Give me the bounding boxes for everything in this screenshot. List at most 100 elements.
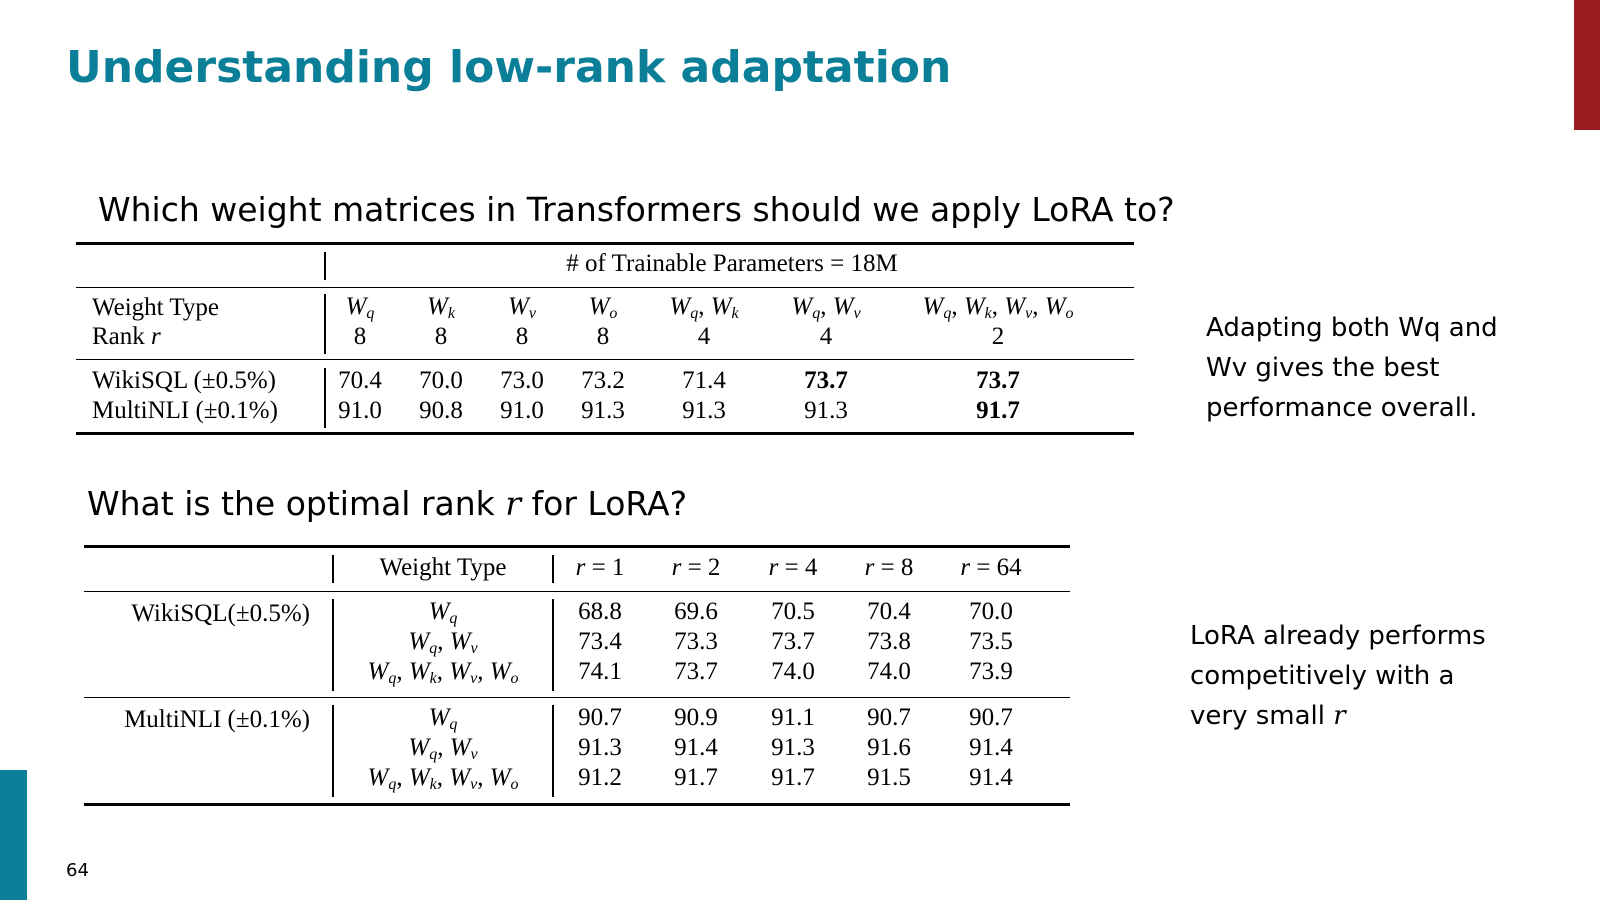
column-rank: 4: [697, 323, 711, 350]
table-cell: 73.4: [578, 628, 622, 655]
weight-type-cell: Wq, Wv: [408, 734, 478, 763]
table-cell: 69.6: [674, 598, 718, 625]
weight-type-cell: Wq: [428, 598, 458, 627]
table-cell: 91.4: [969, 764, 1013, 791]
table-cell: 73.0: [500, 367, 544, 394]
table-cell: 91.4: [674, 734, 718, 761]
column-weight-type: Wq, Wk: [669, 293, 739, 322]
table-cell: 91.5: [867, 764, 911, 791]
table-rule: [76, 287, 1134, 288]
table-cell: 90.7: [578, 704, 622, 731]
table-cell: 73.9: [969, 658, 1013, 685]
column-weight-type: Wo: [588, 293, 618, 322]
table-cell: 90.7: [867, 704, 911, 731]
table-divider: [332, 705, 334, 797]
table-cell: 73.3: [674, 628, 718, 655]
table-rule: [84, 803, 1070, 806]
accent-bar-top: [1574, 0, 1600, 130]
table-cell: 68.8: [578, 598, 622, 625]
note-best-performance: Adapting both Wq and Wv gives the best p…: [1206, 313, 1498, 423]
table-cell: 73.7: [674, 658, 718, 685]
table-cell: 91.0: [500, 397, 544, 424]
table-cell: 91.7: [771, 764, 815, 791]
column-rank: 8: [434, 323, 448, 350]
weight-type-cell: Wq: [428, 704, 458, 733]
table-cell: 74.0: [867, 658, 911, 685]
table-rule: [76, 242, 1134, 245]
column-weight-type: Wq, Wk, Wv, Wo: [922, 293, 1074, 322]
group-label: WikiSQL(±0.5%): [131, 600, 310, 627]
header-rank: r = 4: [768, 554, 818, 581]
table-rule: [84, 591, 1070, 592]
table-cell: 91.6: [867, 734, 911, 761]
table-cell: 91.3: [804, 397, 848, 424]
table-cell: 91.2: [578, 764, 622, 791]
header-rank: r = 64: [960, 554, 1022, 581]
table-cell: 90.9: [674, 704, 718, 731]
row-label: MultiNLI (±0.1%): [92, 397, 278, 424]
rank-table: Weight Type r = 1 r = 2 r = 4 r = 8 r = 64 W…: [84, 545, 1070, 808]
column-weight-type: Wq, Wv: [791, 293, 861, 322]
table-divider: [332, 599, 334, 691]
table-divider: [324, 252, 326, 280]
table-divider: [552, 555, 554, 583]
table-cell: 91.3: [682, 397, 726, 424]
table-cell: 70.4: [338, 367, 382, 394]
table-cell: 73.2: [581, 367, 625, 394]
table-cell: 74.1: [578, 658, 622, 685]
table-cell: 73.7: [976, 367, 1020, 394]
table-rule: [76, 432, 1134, 435]
table-divider: [552, 705, 554, 797]
weight-type-cell: Wq, Wk, Wv, Wo: [367, 764, 519, 793]
weight-type-table: # of Trainable Parameters = 18M Weight T…: [76, 242, 1134, 445]
table-cell: 70.0: [969, 598, 1013, 625]
table1-header: # of Trainable Parameters = 18M: [566, 250, 898, 277]
table-cell: 91.7: [976, 397, 1020, 424]
table-cell: 73.7: [771, 628, 815, 655]
table-cell: 71.4: [682, 367, 726, 394]
table-divider: [332, 555, 334, 583]
table-cell: 73.5: [969, 628, 1013, 655]
header-weight-type: Weight Type: [379, 554, 507, 581]
row-label: WikiSQL (±0.5%): [92, 367, 276, 394]
column-weight-type: Wk: [427, 293, 455, 322]
table-cell: 70.0: [419, 367, 463, 394]
table-divider: [324, 368, 326, 428]
table-divider: [552, 599, 554, 691]
table-cell: 91.1: [771, 704, 815, 731]
weight-type-cell: Wq, Wv: [408, 628, 478, 657]
table-cell: 91.0: [338, 397, 382, 424]
table-cell: 73.7: [804, 367, 848, 394]
question-weight-matrices: Which weight matrices in Transformers sh…: [98, 190, 1175, 229]
table-rule: [84, 697, 1070, 698]
row-label-rank: Rank r: [92, 323, 161, 350]
table-cell: 90.7: [969, 704, 1013, 731]
column-rank: 2: [991, 323, 1005, 350]
table-cell: 70.4: [867, 598, 911, 625]
note-small-rank: LoRA already performs competitively with…: [1190, 621, 1486, 731]
table-cell: 73.8: [867, 628, 911, 655]
table-rule: [76, 359, 1134, 360]
table-cell: 91.7: [674, 764, 718, 791]
table-divider: [324, 294, 326, 354]
table-cell: 74.0: [771, 658, 815, 685]
slide-title: Understanding low-rank adaptation: [66, 42, 952, 93]
question-optimal-rank: What is the optimal rank r for LoRA?: [87, 484, 688, 523]
header-rank: r = 2: [671, 554, 721, 581]
table-cell: 91.3: [771, 734, 815, 761]
column-rank: 8: [596, 323, 610, 350]
table-cell: 91.4: [969, 734, 1013, 761]
accent-bar-bottom: [0, 770, 27, 900]
table-cell: 70.5: [771, 598, 815, 625]
table-cell: 91.3: [581, 397, 625, 424]
column-weight-type: Wq: [345, 293, 375, 322]
column-rank: 4: [819, 323, 833, 350]
row-label-weight-type: Weight Type: [92, 294, 220, 321]
column-rank: 8: [515, 323, 529, 350]
header-rank: r = 8: [864, 554, 914, 581]
weight-type-cell: Wq, Wk, Wv, Wo: [367, 658, 519, 687]
column-weight-type: Wv: [508, 293, 536, 322]
group-label: MultiNLI (±0.1%): [124, 706, 310, 733]
column-rank: 8: [353, 323, 367, 350]
table-cell: 90.8: [419, 397, 463, 424]
